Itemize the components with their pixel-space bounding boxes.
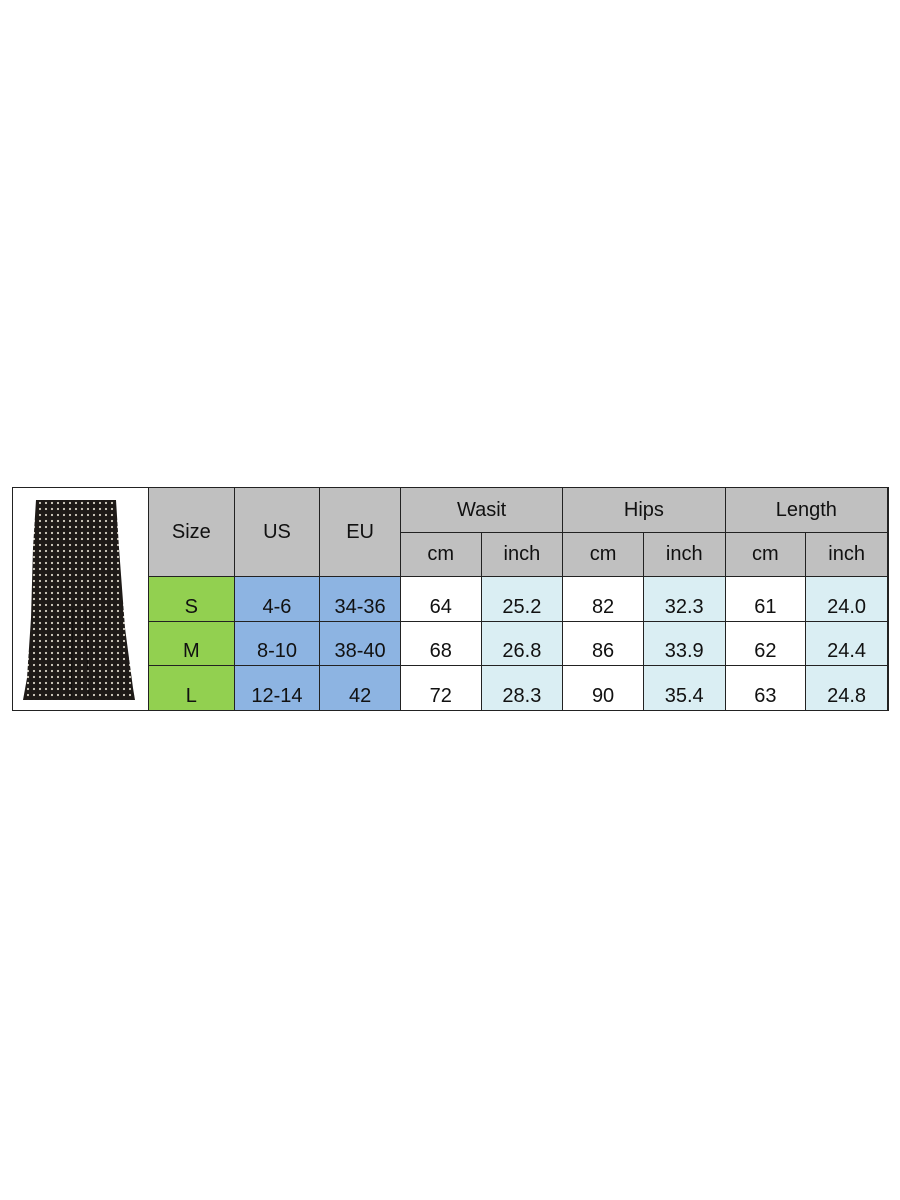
- waist-inch-cell: 26.8: [480, 621, 564, 666]
- length-cm-cell: 61: [724, 576, 807, 622]
- hips-inch-cell: 32.3: [642, 576, 726, 622]
- size-chart: Size US EU Wasit Hips Length cm inch cm …: [12, 487, 889, 711]
- table-row: L 12-14 42 72 28.3 90 35.4 63 24.8: [148, 665, 888, 711]
- waist-cm-cell: 72: [399, 665, 482, 711]
- size-table: Size US EU Wasit Hips Length cm inch cm …: [148, 487, 889, 711]
- header-length: Length: [724, 487, 889, 533]
- header-us: US: [233, 487, 321, 577]
- size-cell: L: [148, 665, 235, 711]
- hips-cm-cell: 82: [562, 576, 644, 622]
- us-cell: 12-14: [233, 665, 321, 711]
- us-cell: 4-6: [233, 576, 321, 622]
- hips-cm-cell: 86: [562, 621, 644, 666]
- header-cm: cm: [724, 532, 807, 577]
- eu-cell: 38-40: [319, 621, 401, 666]
- eu-cell: 34-36: [319, 576, 401, 622]
- eu-cell: 42: [319, 665, 401, 711]
- header-inch: inch: [642, 532, 726, 577]
- header-inch: inch: [480, 532, 564, 577]
- header-waist: Wasit: [399, 487, 564, 533]
- length-cm-cell: 63: [724, 665, 807, 711]
- length-cm-cell: 62: [724, 621, 807, 666]
- waist-inch-cell: 25.2: [480, 576, 564, 622]
- table-row: M 8-10 38-40 68 26.8 86 33.9 62 24.4: [148, 621, 888, 666]
- hips-inch-cell: 35.4: [642, 665, 726, 711]
- hips-inch-cell: 33.9: [642, 621, 726, 666]
- length-inch-cell: 24.4: [805, 621, 888, 666]
- header-size: Size: [148, 487, 235, 577]
- header-cm: cm: [399, 532, 482, 577]
- size-cell: S: [148, 576, 235, 622]
- us-cell: 8-10: [233, 621, 321, 666]
- table-row: S 4-6 34-36 64 25.2 82 32.3 61 24.0: [148, 576, 888, 622]
- header-hips: Hips: [562, 487, 726, 533]
- product-image: [13, 488, 149, 710]
- waist-cm-cell: 64: [399, 576, 482, 622]
- waist-cm-cell: 68: [399, 621, 482, 666]
- size-cell: M: [148, 621, 235, 666]
- length-inch-cell: 24.8: [805, 665, 888, 711]
- header-eu: EU: [319, 487, 401, 577]
- hips-cm-cell: 90: [562, 665, 644, 711]
- waist-inch-cell: 28.3: [480, 665, 564, 711]
- header-inch: inch: [805, 532, 888, 577]
- length-inch-cell: 24.0: [805, 576, 888, 622]
- header-cm: cm: [562, 532, 644, 577]
